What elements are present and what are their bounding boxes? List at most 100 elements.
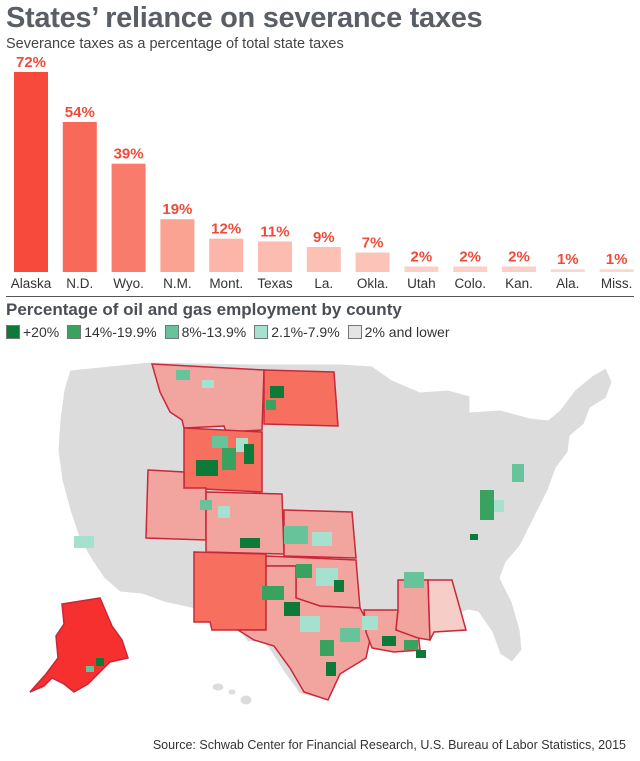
county-cluster: [404, 572, 424, 588]
category-label: N.D.: [66, 276, 93, 291]
county-cluster: [416, 650, 426, 658]
legend-item-20-plus: +20%: [6, 324, 59, 340]
county-cluster: [196, 460, 218, 476]
category-label: Ala.: [556, 276, 579, 291]
county-cluster: [512, 464, 524, 482]
data-label: 2%: [508, 248, 530, 265]
county-cluster: [96, 658, 104, 666]
county-cluster: [212, 436, 228, 448]
legend-swatch: [347, 325, 362, 339]
county-cluster: [86, 666, 94, 672]
bar-chart: 72% Alaska 54% N.D. 39% Wyo. 19% N.M. 12% Mont. 11…: [11, 54, 634, 291]
county-cluster: [494, 500, 504, 512]
data-label: 2%: [411, 248, 433, 265]
county-clusters: [74, 370, 524, 676]
category-label: Miss.: [601, 276, 633, 291]
state-mississippi: [395, 579, 431, 641]
category-label: Wyo.: [113, 276, 144, 291]
data-label: 54%: [65, 104, 95, 121]
chart-title: States’ reliance on severance taxes: [6, 2, 483, 34]
county-cluster: [284, 526, 308, 544]
state-montana: [150, 363, 265, 433]
county-cluster: [320, 640, 334, 656]
county-cluster: [312, 532, 332, 546]
bar-mont: [209, 238, 244, 272]
legend-swatch: [254, 325, 269, 339]
data-label: 12%: [211, 221, 241, 238]
legend-label: 8%-13.9%: [181, 324, 247, 340]
bar-nd: [62, 122, 97, 272]
county-cluster: [300, 616, 320, 632]
state-utah: [145, 469, 207, 541]
legend-item-8-13: 8%-13.9%: [164, 324, 247, 340]
data-label: 11%: [260, 223, 289, 240]
county-cluster: [340, 628, 360, 642]
bar-utah: [404, 266, 439, 272]
legend-swatch: [6, 325, 20, 339]
data-label: 9%: [313, 229, 335, 246]
category-label: Colo.: [454, 276, 486, 291]
county-cluster: [480, 490, 494, 520]
category-label: La.: [314, 276, 333, 291]
county-cluster: [270, 386, 284, 398]
county-cluster: [296, 564, 312, 578]
data-label: 72%: [16, 54, 46, 71]
county-cluster: [284, 602, 300, 616]
data-label: 1%: [557, 251, 579, 268]
county-cluster: [202, 380, 214, 388]
county-cluster: [326, 662, 336, 676]
us-county-map: [29, 361, 613, 706]
map-title: Percentage of oil and gas employment by …: [6, 300, 402, 319]
bar-colo: [453, 266, 488, 272]
county-cluster: [470, 534, 478, 540]
hawaii-island: [227, 688, 237, 696]
bar-miss: [599, 269, 634, 272]
county-cluster: [74, 536, 94, 548]
hawaii-island: [239, 694, 253, 706]
category-label: Mont.: [209, 276, 243, 291]
legend-label: 14%-19.9%: [84, 324, 157, 340]
source-note: Source: Schwab Center for Financial Rese…: [152, 738, 626, 752]
legend-swatch: [164, 325, 179, 339]
bar-okla: [355, 252, 390, 272]
county-cluster: [404, 640, 418, 650]
legend-label: 2% and lower: [364, 324, 450, 340]
legend-item-14-19: 14%-19.9%: [67, 324, 157, 340]
county-cluster: [262, 586, 284, 600]
data-label: 2%: [459, 248, 481, 265]
bar-texas: [258, 241, 292, 272]
chart-subtitle: Severance taxes as a percentage of total…: [6, 36, 344, 52]
county-cluster: [244, 444, 254, 464]
hawaii-island: [211, 682, 225, 692]
county-cluster: [200, 500, 212, 510]
category-label: Texas: [257, 276, 293, 291]
county-cluster: [362, 616, 378, 630]
bar-nm: [160, 219, 195, 272]
category-label: Alaska: [11, 276, 52, 291]
category-label: N.M.: [163, 276, 192, 291]
county-cluster: [240, 538, 260, 548]
county-cluster: [382, 636, 396, 646]
section-divider: [6, 296, 634, 297]
bar-alaska: [14, 72, 48, 272]
state-north-dakota: [263, 369, 339, 427]
category-label: Utah: [407, 276, 436, 291]
county-cluster: [334, 580, 344, 592]
data-label: 19%: [162, 201, 192, 218]
county-cluster: [222, 448, 236, 470]
legend-item-2-7: 2.1%-7.9%: [254, 324, 340, 340]
legend-label: 2.1%-7.9%: [271, 324, 340, 340]
legend-swatch: [67, 325, 82, 339]
category-label: Okla.: [357, 276, 389, 291]
state-new-mexico: [193, 551, 267, 631]
bar-wyo: [111, 163, 146, 272]
bar-ala: [550, 269, 585, 272]
data-label: 1%: [606, 251, 628, 268]
legend-label: +20%: [23, 324, 60, 340]
category-label: Kan.: [505, 276, 533, 291]
data-label: 39%: [114, 146, 144, 163]
county-cluster: [218, 506, 230, 518]
state-alaska: [29, 597, 129, 693]
bar-la: [306, 247, 341, 272]
bar-kan: [502, 266, 536, 272]
